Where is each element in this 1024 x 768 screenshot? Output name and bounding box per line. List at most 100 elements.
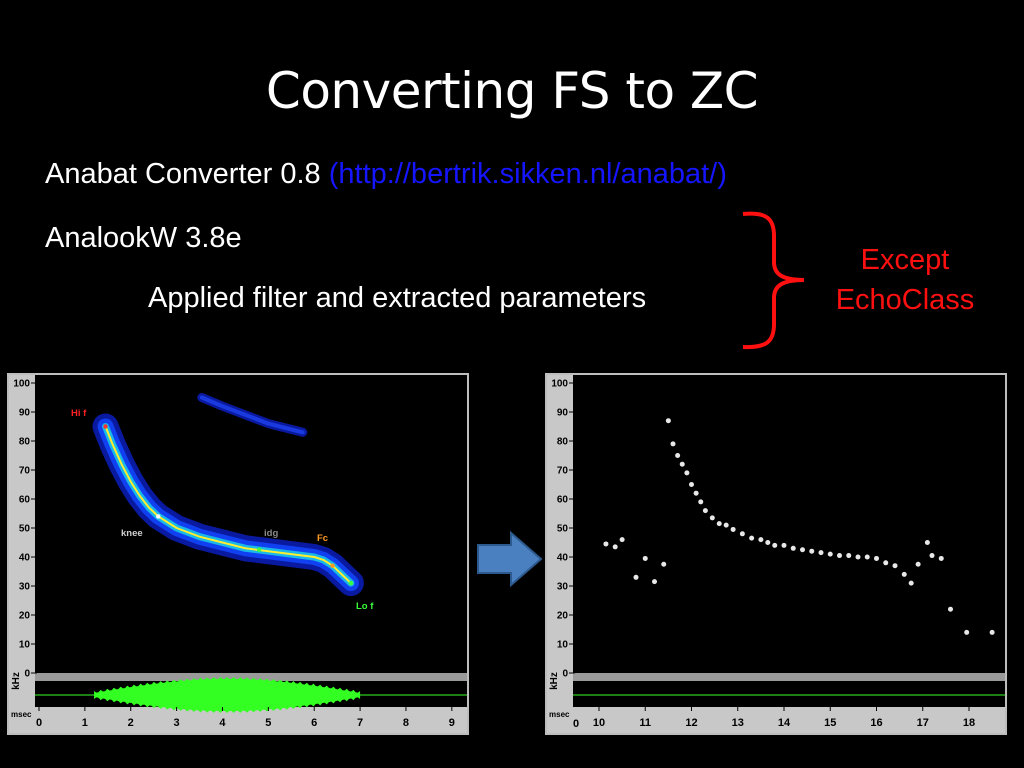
idg-label: idg xyxy=(264,528,278,539)
zc-point xyxy=(915,561,921,567)
knee-label: knee xyxy=(121,528,143,539)
zc-point xyxy=(765,540,771,545)
x-tick-label: 9 xyxy=(449,717,455,729)
hi-f-marker xyxy=(103,424,108,429)
y-tick-label: 0 xyxy=(24,669,30,680)
left-spectrogram-panel: 100 90 80 70 60 50 40 30 20 10 0 kHz msec Hi f knee idg… xyxy=(7,373,469,735)
x-tick-label: 3 xyxy=(174,717,180,729)
hi-f-label: Hi f xyxy=(71,408,87,419)
zc-point xyxy=(716,521,722,527)
x-tick-label: 11 xyxy=(639,717,651,729)
right-zc-panel: 100 90 80 70 60 50 40 30 20 10 0 kHz msec 0 10 11 12 13 14… xyxy=(545,373,1007,735)
y-tick-label: 70 xyxy=(557,466,569,477)
x-tick-label: 15 xyxy=(824,717,836,729)
x-tick-label: 2 xyxy=(128,717,134,729)
y-tick-label: 30 xyxy=(19,582,31,593)
zc-point xyxy=(633,574,639,580)
call-trace xyxy=(104,426,352,584)
y-tick-label: 100 xyxy=(13,379,30,390)
y-tick-label: 50 xyxy=(557,524,569,535)
x-tick-label: 12 xyxy=(685,717,697,729)
zc-point xyxy=(642,555,648,561)
except-line-1: Except xyxy=(860,244,950,276)
x-tick-label: 5 xyxy=(265,717,271,729)
x-tick-label: 18 xyxy=(963,717,975,729)
zc-point xyxy=(739,531,745,537)
zc-point xyxy=(938,555,944,561)
lo-f-marker xyxy=(348,580,354,586)
y-tick-label: 10 xyxy=(557,640,569,651)
fc-marker xyxy=(330,563,335,568)
y-axis-strip xyxy=(547,375,573,733)
x-tick-label: 16 xyxy=(870,717,882,729)
zc-point xyxy=(702,508,708,514)
amplitude-envelope xyxy=(94,677,361,713)
y-tick-label: 100 xyxy=(551,379,568,390)
y-unit-label: kHz xyxy=(11,672,22,690)
x-tick-label: 4 xyxy=(219,717,226,729)
x-tick-label: 17 xyxy=(917,717,929,729)
zc-point xyxy=(883,560,889,566)
y-tick-label: 90 xyxy=(19,408,31,419)
zc-point xyxy=(758,537,764,543)
zc-point xyxy=(809,548,815,554)
y-tick-label: 50 xyxy=(19,524,31,535)
y-tick-label: 30 xyxy=(557,582,569,593)
x-tick-label: 1 xyxy=(82,717,88,729)
fc-label: Fc xyxy=(317,533,328,544)
except-line-2: EchoClass xyxy=(835,284,975,316)
y-tick-label: 60 xyxy=(19,495,31,506)
zc-point xyxy=(846,553,852,559)
harmonic-inner xyxy=(199,395,305,435)
zc-point xyxy=(619,537,625,543)
zc-point xyxy=(818,550,824,556)
zc-point xyxy=(661,561,667,567)
x-origin-label: 0 xyxy=(573,718,579,730)
y-tick-label: 0 xyxy=(562,669,568,680)
x-tick-label: 10 xyxy=(593,717,605,729)
zc-point xyxy=(675,453,681,458)
y-tick-label: 40 xyxy=(557,553,569,564)
zc-point xyxy=(790,545,796,551)
x-axis-strip xyxy=(547,707,1005,733)
y-tick-label: 90 xyxy=(557,408,569,419)
zc-point xyxy=(948,606,953,612)
zc-point xyxy=(730,526,736,532)
zc-point xyxy=(693,490,699,496)
idg-marker xyxy=(256,547,262,552)
zc-point xyxy=(612,544,618,550)
zc-point xyxy=(749,535,755,541)
divider-bar xyxy=(573,673,1005,681)
zc-point xyxy=(679,461,685,467)
filter-line: Applied filter and extracted parameters xyxy=(148,282,647,314)
converter-line: Anabat Converter 0.8 (http://bertrik.sik… xyxy=(45,158,727,191)
arrow-right-icon xyxy=(477,530,543,588)
converter-label: Anabat Converter 0.8 xyxy=(45,158,321,190)
x-tick-label: 0 xyxy=(36,717,42,729)
brace-icon xyxy=(742,211,805,350)
zc-point xyxy=(709,515,715,521)
y-tick-label: 20 xyxy=(557,611,569,622)
y-tick-label: 10 xyxy=(19,640,31,651)
y-unit-label: kHz xyxy=(549,672,560,690)
zc-point xyxy=(670,441,676,447)
x-tick-label: 14 xyxy=(778,717,791,729)
zc-point xyxy=(684,470,690,476)
zc-point xyxy=(874,555,879,561)
zc-point xyxy=(781,542,787,548)
slide-title: Converting FS to ZC xyxy=(265,62,759,120)
zc-point xyxy=(837,553,842,559)
x-axis-strip xyxy=(9,707,467,733)
zc-point xyxy=(698,499,704,505)
x-tick-label: 7 xyxy=(357,717,363,729)
y-tick-label: 20 xyxy=(19,611,31,622)
divider-bar xyxy=(35,673,467,681)
zc-point xyxy=(723,522,729,528)
zc-point xyxy=(772,542,778,548)
analook-line: AnalookW 3.8e xyxy=(45,222,242,254)
zc-point xyxy=(689,482,694,487)
converter-link[interactable]: (http://bertrik.sikken.nl/anabat/) xyxy=(328,158,727,190)
y-tick-label: 70 xyxy=(19,466,31,477)
zc-point xyxy=(864,554,870,560)
